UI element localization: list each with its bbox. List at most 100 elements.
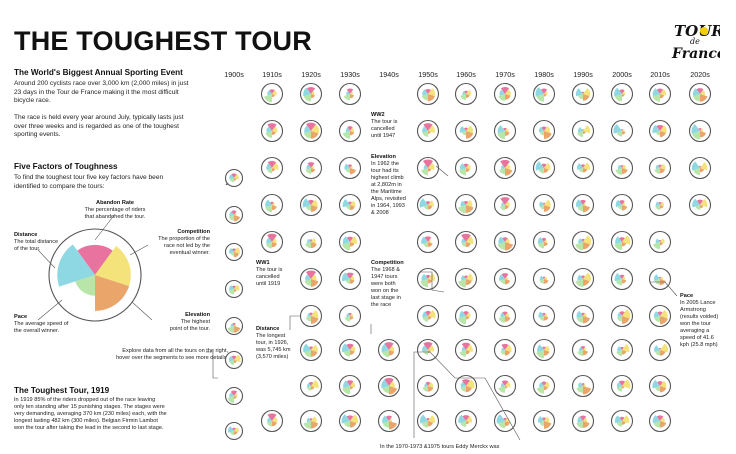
tour-glyph[interactable] [493, 374, 517, 398]
tour-glyph[interactable] [299, 119, 323, 143]
tour-glyph[interactable] [571, 119, 595, 143]
tour-glyph[interactable] [532, 374, 556, 398]
tour-glyph[interactable] [224, 316, 244, 336]
tour-glyph[interactable] [454, 230, 478, 254]
tour-glyph[interactable] [493, 82, 517, 106]
tour-glyph[interactable] [571, 338, 595, 362]
tour-glyph[interactable] [571, 230, 595, 254]
tour-glyph[interactable] [493, 156, 517, 180]
tour-glyph[interactable] [377, 409, 401, 433]
tour-glyph[interactable] [493, 230, 517, 254]
tour-glyph[interactable] [610, 156, 634, 180]
tour-glyph[interactable] [338, 374, 362, 398]
tour-glyph[interactable] [338, 193, 362, 217]
tour-glyph[interactable] [610, 409, 634, 433]
tour-glyph[interactable] [610, 304, 634, 328]
tour-glyph[interactable] [571, 156, 595, 180]
tour-glyph[interactable] [224, 421, 244, 441]
tour-glyph[interactable] [338, 338, 362, 362]
tour-glyph[interactable] [532, 267, 556, 291]
tour-glyph[interactable] [493, 193, 517, 217]
tour-glyph[interactable] [648, 338, 672, 362]
tour-glyph[interactable] [610, 338, 634, 362]
tour-glyph[interactable] [338, 304, 362, 328]
tour-glyph[interactable] [532, 156, 556, 180]
tour-glyph[interactable] [648, 409, 672, 433]
tour-glyph[interactable] [648, 193, 672, 217]
tour-glyph[interactable] [299, 267, 323, 291]
tour-glyph[interactable] [648, 267, 672, 291]
tour-glyph[interactable] [610, 193, 634, 217]
tour-glyph[interactable] [454, 82, 478, 106]
tour-glyph[interactable] [454, 267, 478, 291]
tour-glyph[interactable] [571, 82, 595, 106]
tour-glyph[interactable] [338, 156, 362, 180]
tour-glyph[interactable] [224, 386, 244, 406]
tour-glyph[interactable] [416, 82, 440, 106]
tour-glyph[interactable] [571, 267, 595, 291]
tour-glyph[interactable] [416, 267, 440, 291]
tour-glyph[interactable] [532, 230, 556, 254]
tour-glyph[interactable] [224, 350, 244, 370]
tour-glyph[interactable] [377, 338, 401, 362]
tour-glyph[interactable] [260, 230, 284, 254]
tour-glyph[interactable] [610, 267, 634, 291]
tour-glyph[interactable] [260, 156, 284, 180]
tour-glyph[interactable] [571, 304, 595, 328]
tour-glyph[interactable] [454, 374, 478, 398]
tour-glyph[interactable] [648, 230, 672, 254]
tour-glyph[interactable] [493, 119, 517, 143]
tour-glyph[interactable] [493, 267, 517, 291]
tour-glyph[interactable] [454, 193, 478, 217]
tour-glyph[interactable] [648, 82, 672, 106]
tour-glyph[interactable] [224, 279, 244, 299]
tour-glyph[interactable] [493, 304, 517, 328]
tour-glyph[interactable] [299, 409, 323, 433]
tour-glyph[interactable] [299, 156, 323, 180]
tour-glyph[interactable] [610, 82, 634, 106]
tour-glyph[interactable] [338, 267, 362, 291]
tour-glyph[interactable] [299, 338, 323, 362]
tour-glyph[interactable] [454, 338, 478, 362]
tour-glyph[interactable] [648, 156, 672, 180]
tour-glyph[interactable] [610, 119, 634, 143]
tour-glyph[interactable] [688, 156, 712, 180]
tour-glyph[interactable] [338, 82, 362, 106]
tour-glyph[interactable] [532, 119, 556, 143]
tour-glyph[interactable] [610, 374, 634, 398]
tour-glyph[interactable] [532, 409, 556, 433]
tour-glyph[interactable] [688, 82, 712, 106]
tour-glyph[interactable] [299, 193, 323, 217]
tour-glyph[interactable] [260, 409, 284, 433]
tour-glyph[interactable] [299, 374, 323, 398]
tour-glyph[interactable] [648, 119, 672, 143]
tour-glyph[interactable] [260, 119, 284, 143]
tour-glyph[interactable] [454, 119, 478, 143]
tour-glyph[interactable] [416, 156, 440, 180]
tour-glyph[interactable] [571, 193, 595, 217]
tour-glyph[interactable] [648, 304, 672, 328]
tour-glyph[interactable] [610, 230, 634, 254]
tour-glyph[interactable] [493, 409, 517, 433]
tour-glyph[interactable] [299, 82, 323, 106]
tour-glyph[interactable] [224, 242, 244, 262]
tour-glyph[interactable] [338, 230, 362, 254]
tour-glyph[interactable] [224, 205, 244, 225]
tour-glyph[interactable] [416, 338, 440, 362]
tour-glyph[interactable] [416, 119, 440, 143]
tour-glyph[interactable] [571, 409, 595, 433]
tour-glyph[interactable] [454, 156, 478, 180]
tour-glyph[interactable] [260, 82, 284, 106]
tour-glyph[interactable] [416, 193, 440, 217]
tour-glyph[interactable] [648, 374, 672, 398]
tour-glyph[interactable] [416, 230, 440, 254]
tour-glyph[interactable] [532, 304, 556, 328]
tour-glyph[interactable] [416, 374, 440, 398]
key-glyph[interactable] [48, 228, 142, 322]
tour-glyph[interactable] [338, 119, 362, 143]
tour-glyph[interactable] [571, 374, 595, 398]
tour-glyph[interactable] [299, 230, 323, 254]
tour-glyph[interactable] [416, 409, 440, 433]
tour-glyph[interactable] [493, 338, 517, 362]
